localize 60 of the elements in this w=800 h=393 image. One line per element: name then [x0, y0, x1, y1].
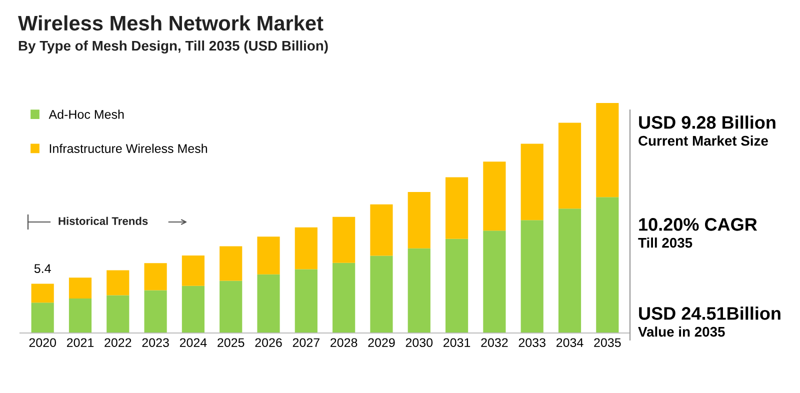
bar: [220, 280, 242, 333]
bar: [558, 122, 582, 209]
bar: [68, 298, 92, 333]
bar: [31, 284, 54, 303]
bar: [520, 220, 544, 333]
x-tick-label: 2029: [368, 338, 395, 348]
bar: [31, 302, 54, 333]
bar: [596, 103, 619, 198]
x-tick-label: 2023: [142, 338, 169, 348]
x-tick-label: 2035: [594, 338, 621, 348]
bar: [182, 286, 205, 333]
bar: [558, 208, 582, 333]
bar: [294, 227, 318, 270]
text: USD 9.28 Billion: [639, 116, 776, 129]
bar: [483, 230, 506, 333]
annotation: Historical Trends: [58, 216, 148, 225]
bar: [408, 192, 430, 248]
text: Till 2035: [638, 238, 692, 248]
x-tick-label: 2031: [444, 338, 470, 348]
x-tick-label: 2032: [481, 338, 508, 348]
bar: [370, 204, 393, 256]
legend-label: Infrastructure Wireless Mesh: [50, 144, 208, 153]
bar: [294, 269, 318, 333]
bar: [596, 197, 619, 333]
chart-title: Wireless Mesh Network Market: [18, 15, 324, 31]
annotation: 5.4: [34, 264, 51, 273]
text: Current Market Size: [638, 136, 768, 146]
chart-subtitle: By Type of Mesh Design, Till 2035 (USD Billion): [18, 40, 328, 54]
x-tick-label: 2026: [255, 338, 282, 348]
bar: [408, 248, 430, 333]
x-tick-label: 2022: [104, 338, 132, 348]
bar: [332, 216, 356, 263]
bar: [520, 144, 544, 220]
x-tick-label: 2027: [292, 338, 320, 348]
x-tick-label: 2030: [406, 338, 433, 348]
text: 10.20% CAGR: [639, 218, 758, 231]
bar: [257, 236, 280, 274]
bar: [257, 274, 280, 333]
bar: [483, 162, 506, 231]
bar: [106, 295, 130, 333]
bar: [182, 255, 205, 286]
bar: [144, 263, 167, 290]
x-tick-label: 2024: [180, 338, 207, 348]
bar: [106, 270, 130, 296]
bar: [68, 278, 92, 298]
bar: [220, 246, 242, 281]
x-tick-label: 2025: [218, 338, 244, 348]
text: Value in 2035: [638, 326, 725, 337]
x-tick-label: 2020: [29, 338, 56, 348]
bar: [370, 256, 393, 333]
text: USD 24.51Billion: [639, 306, 780, 320]
bar: [445, 238, 468, 333]
bar: [332, 262, 356, 333]
bar: [445, 177, 468, 239]
bar: [144, 290, 167, 333]
x-tick-label: 2028: [330, 338, 358, 348]
x-tick-label: 2034: [556, 338, 584, 348]
legend-label: Ad-Hoc Mesh: [48, 110, 124, 119]
x-tick-label: 2021: [66, 338, 94, 348]
x-tick-label: 2033: [518, 338, 546, 348]
